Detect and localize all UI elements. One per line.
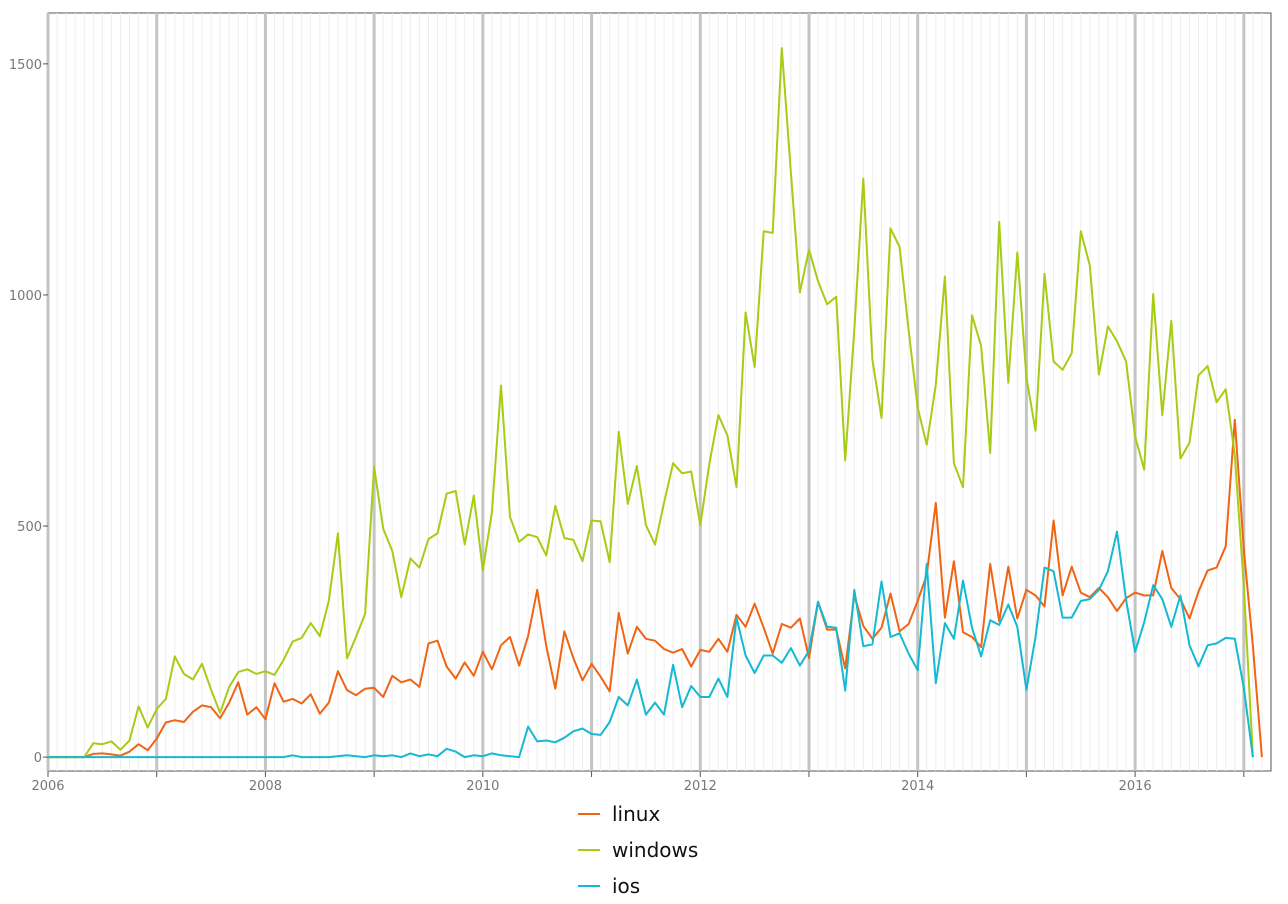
y-tick-label: 1000 — [9, 289, 42, 304]
x-tick-label: 2010 — [466, 779, 499, 790]
legend-label-linux: linux — [612, 802, 661, 826]
x-tick-label: 2014 — [901, 779, 934, 790]
x-tick-label: 2016 — [1119, 779, 1152, 790]
major-gridlines — [46, 13, 1246, 771]
line-chart: 2006 2008 2010 2012 2014 2016 0 500 1000 1500 — [9, 12, 1272, 790]
x-tick-label: 2012 — [684, 779, 717, 790]
legend-label-ios: ios — [612, 874, 641, 898]
legend-item-linux: linux — [578, 796, 798, 832]
series-line-ios — [48, 530, 1254, 759]
x-tick-label: 2008 — [249, 779, 282, 790]
legend: linux windows ios — [578, 796, 798, 904]
x-axis-tick-labels: 2006 2008 2010 2012 2014 2016 — [31, 779, 1151, 790]
axis-ticks — [43, 63, 1245, 777]
legend-swatch-windows — [578, 849, 600, 851]
legend-label-windows: windows — [612, 838, 699, 862]
y-tick-label: 1500 — [9, 58, 42, 73]
legend-item-windows: windows — [578, 832, 798, 868]
x-tick-label: 2006 — [31, 779, 64, 790]
legend-swatch-linux — [578, 813, 600, 815]
series-line-windows — [48, 47, 1254, 759]
y-axis-tick-labels: 0 500 1000 1500 — [9, 58, 42, 766]
y-tick-label: 0 — [34, 751, 42, 766]
legend-swatch-ios — [578, 885, 600, 887]
y-tick-label: 500 — [17, 520, 42, 535]
legend-item-ios: ios — [578, 868, 798, 904]
series-lines — [48, 47, 1263, 759]
plot-frame — [47, 12, 1272, 772]
series-line-linux — [48, 418, 1263, 759]
